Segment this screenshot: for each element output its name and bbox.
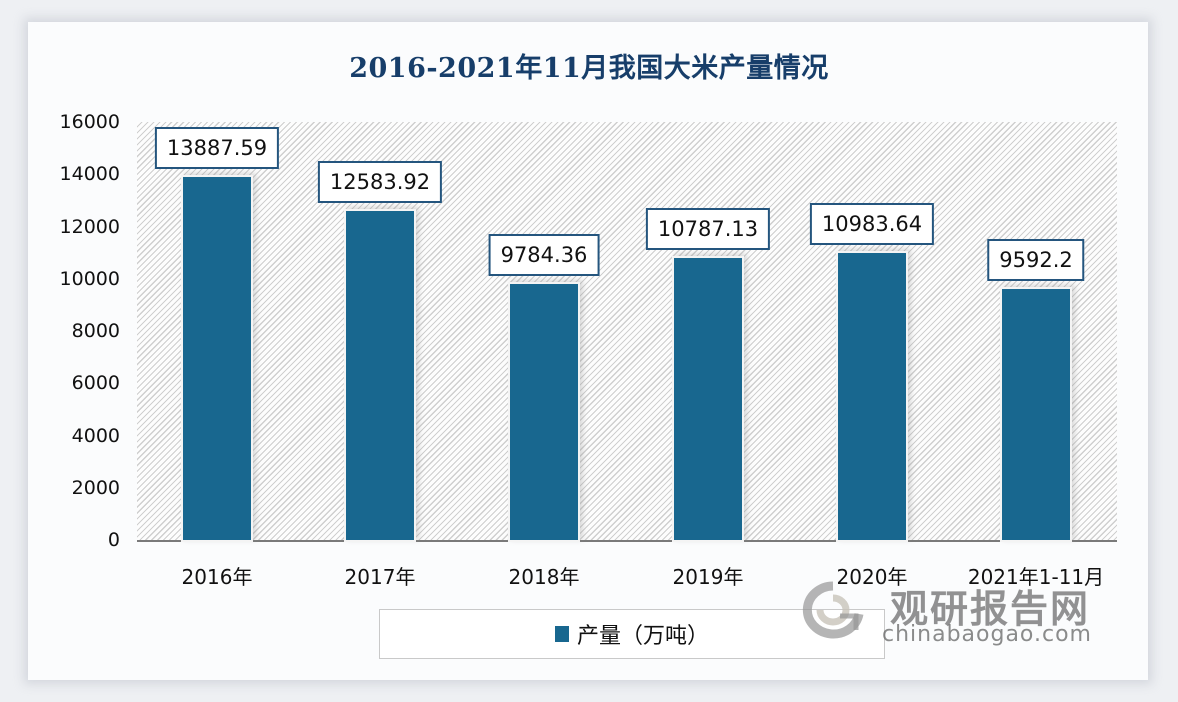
- data-label: 13887.59: [154, 127, 280, 170]
- bar: [1002, 289, 1070, 540]
- data-label: 9592.2: [987, 239, 1085, 282]
- y-tick: 6000: [71, 372, 120, 394]
- plot-area: [137, 122, 1117, 540]
- x-tick: 2019年: [672, 565, 744, 589]
- data-label: 9784.36: [488, 234, 600, 277]
- x-tick: 2021年1-11月: [967, 565, 1105, 589]
- x-axis-line: [137, 540, 1117, 542]
- y-tick: 0: [107, 529, 120, 551]
- y-tick: 2000: [71, 477, 120, 499]
- bar: [183, 177, 251, 540]
- y-tick: 10000: [59, 268, 120, 290]
- y-tick: 14000: [59, 163, 120, 185]
- x-tick: 2017年: [344, 565, 416, 589]
- legend: 产量（万吨）: [379, 609, 885, 659]
- chart-title: 2016-2021年11月我国大米产量情况: [349, 53, 829, 84]
- y-tick: 16000: [59, 111, 120, 133]
- data-label: 10787.13: [645, 208, 771, 251]
- bar: [674, 258, 742, 540]
- y-tick: 12000: [59, 216, 120, 238]
- x-tick: 2018年: [508, 565, 580, 589]
- bar: [510, 284, 578, 540]
- bar: [346, 211, 414, 540]
- bar: [838, 253, 906, 540]
- x-tick: 2020年: [836, 565, 908, 589]
- x-tick: 2016年: [181, 565, 253, 589]
- y-tick: 8000: [71, 320, 120, 342]
- data-label: 12583.92: [317, 161, 443, 204]
- legend-label: 产量（万吨）: [576, 624, 709, 649]
- data-label: 10983.64: [809, 203, 935, 246]
- legend-swatch: [554, 626, 569, 642]
- y-tick: 4000: [71, 425, 120, 447]
